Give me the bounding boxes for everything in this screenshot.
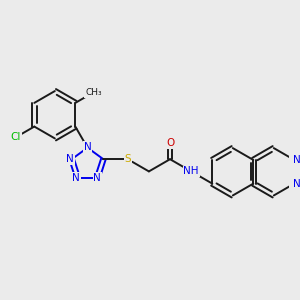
Text: N: N xyxy=(66,154,74,164)
Text: CH₃: CH₃ xyxy=(85,88,102,97)
Text: N: N xyxy=(72,173,80,183)
Text: Cl: Cl xyxy=(11,132,21,142)
Text: N: N xyxy=(293,178,300,189)
Text: NH: NH xyxy=(183,167,199,176)
Text: N: N xyxy=(93,173,101,183)
Text: N: N xyxy=(84,142,92,152)
Text: O: O xyxy=(166,138,174,148)
Text: N: N xyxy=(293,155,300,165)
Text: S: S xyxy=(124,154,131,164)
